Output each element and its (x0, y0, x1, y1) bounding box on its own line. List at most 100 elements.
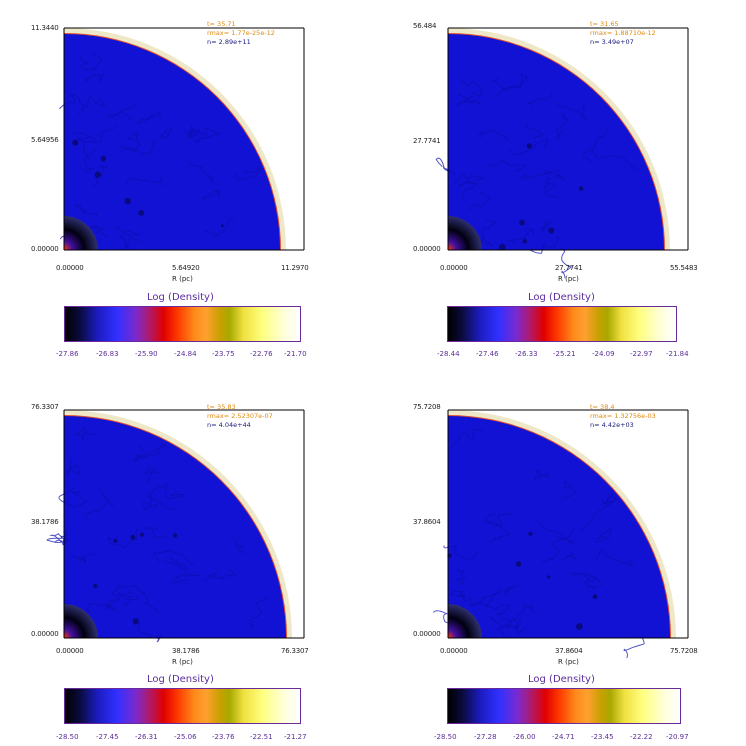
quarter-disk (435, 27, 689, 279)
x-tick-mid: 37.8604 (555, 647, 583, 655)
x-tick-mid: 27.7741 (555, 264, 583, 272)
dense-clump (498, 243, 506, 251)
filament (164, 557, 187, 571)
filament (596, 549, 634, 567)
filament (193, 127, 221, 143)
info-rmax: rmax= 2.52307e-07 (207, 412, 273, 420)
filament (490, 76, 523, 92)
filament (125, 176, 165, 186)
filament (152, 549, 195, 567)
colorbar-tick: -28.50 (56, 733, 79, 741)
filament (84, 74, 105, 83)
info-rmax: rmax= 1.88710e-12 (590, 29, 656, 37)
dense-clump (172, 533, 178, 538)
colorbar (64, 688, 301, 724)
filament (70, 553, 95, 565)
dense-clump (124, 197, 131, 205)
info-n: n= 4.42e+03 (590, 421, 634, 429)
colorbar (447, 306, 677, 342)
filament (107, 528, 139, 548)
filament (469, 587, 502, 608)
filament (594, 527, 612, 543)
dense-clump (94, 171, 102, 178)
interior-region (448, 34, 664, 250)
colorbar (447, 688, 681, 724)
y-tick-top: 76.3307 (31, 403, 59, 411)
filament (508, 139, 549, 155)
filament (115, 226, 141, 247)
dense-clump (548, 227, 555, 234)
filament (188, 129, 200, 140)
dense-clump (576, 623, 583, 630)
colorbar-title: Log (Density) (528, 674, 595, 685)
colorbar-tick: -27.28 (474, 733, 497, 741)
colorbar-tick: -25.90 (135, 350, 158, 358)
filament (544, 170, 566, 181)
filament (248, 597, 269, 629)
interior-region (64, 416, 286, 638)
filament (451, 428, 485, 448)
colorbar-tick: -26.31 (135, 733, 158, 741)
info-time: t= 31.65 (590, 20, 619, 28)
filament (116, 590, 139, 607)
x-axis-label: R (pc) (558, 658, 579, 666)
filament (201, 190, 220, 200)
colorbar-tick: -26.83 (96, 350, 119, 358)
dense-clump (522, 238, 528, 244)
filament (456, 567, 467, 585)
y-tick-mid: 27.7741 (413, 137, 441, 145)
filament (138, 443, 166, 456)
filament (456, 94, 482, 107)
filament (49, 533, 68, 546)
colorbar-title: Log (Density) (147, 674, 214, 685)
filament (77, 95, 106, 115)
x-tick-right: 76.3307 (281, 647, 309, 655)
filament (124, 236, 141, 251)
filament (85, 488, 116, 518)
filament (119, 141, 158, 155)
dense-clump (132, 618, 139, 625)
colorbar-tick: -27.46 (476, 350, 499, 358)
filament (506, 617, 522, 634)
x-tick-right: 55.5483 (670, 264, 698, 272)
y-tick-bottom: 0.00000 (31, 630, 59, 638)
filament (591, 149, 641, 171)
filament (509, 617, 527, 635)
dense-clump (93, 583, 98, 589)
filament (105, 584, 123, 611)
colorbar-tick: -23.76 (212, 733, 235, 741)
x-tick-left: 0.00000 (440, 264, 468, 272)
dense-clump (547, 575, 551, 579)
filament (159, 126, 172, 139)
filament (66, 458, 80, 476)
colorbar-title: Log (Density) (147, 292, 214, 303)
filament (484, 520, 512, 544)
filament (59, 94, 86, 109)
dense-clump (220, 224, 224, 228)
x-axis-label: R (pc) (558, 275, 579, 283)
filament (583, 574, 602, 591)
filament (120, 131, 140, 152)
filament (203, 568, 238, 582)
dense-clump (113, 538, 118, 543)
colorbar-tick: -22.97 (630, 350, 653, 358)
filament (435, 157, 456, 175)
y-tick-bottom: 0.00000 (413, 245, 441, 253)
filament (184, 125, 209, 138)
filament (541, 528, 576, 565)
filament (555, 113, 569, 140)
colorbar-tick: -27.45 (96, 733, 119, 741)
filament (601, 493, 618, 506)
filament (526, 91, 553, 108)
x-axis-label: R (pc) (172, 275, 193, 283)
x-tick-left: 0.00000 (56, 264, 84, 272)
central-cavity (64, 604, 98, 638)
filament (204, 217, 235, 238)
colorbar-title: Log (Density) (528, 292, 595, 303)
y-tick-mid: 5.64956 (31, 136, 59, 144)
filament (571, 572, 599, 583)
y-tick-top: 75.7208 (413, 403, 441, 411)
filament (89, 225, 108, 238)
interior-region (448, 416, 670, 638)
filament (58, 487, 88, 508)
